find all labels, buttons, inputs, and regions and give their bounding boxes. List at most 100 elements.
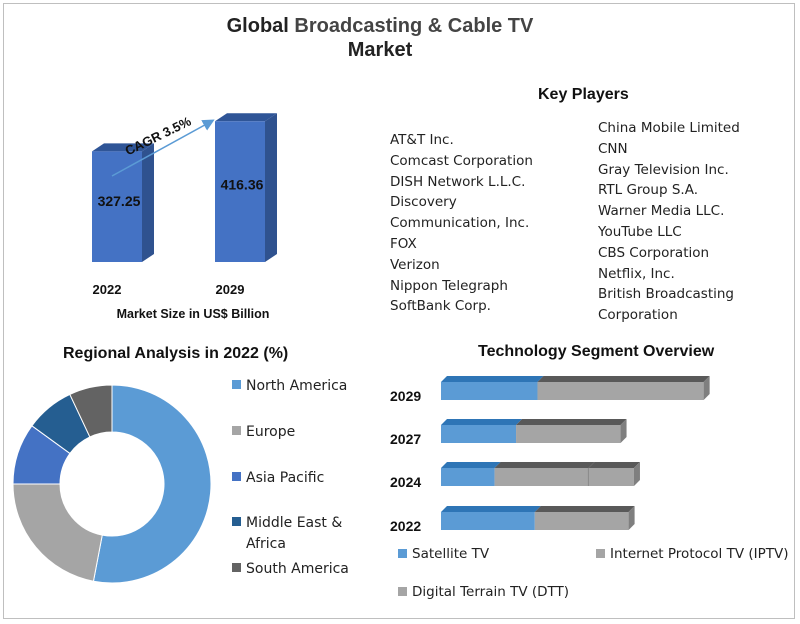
- tech-bar-2029-0: [441, 382, 538, 400]
- bar-2022: [92, 151, 142, 262]
- tech-bar-top-2027-0: [441, 419, 523, 425]
- tech-year-label-2029: 2029: [390, 388, 421, 404]
- legend-label: Internet Protocol TV (IPTV): [610, 546, 789, 562]
- legend-label: Asia Pacific: [246, 470, 325, 486]
- key-players-left-list: AT&T Inc. Comcast Corporation DISH Netwo…: [390, 130, 533, 317]
- player-youtube: YouTube LLC: [598, 223, 682, 240]
- player-comcast: Comcast Corporation: [390, 152, 533, 169]
- player-bbc: British Broadcasting: [598, 286, 735, 303]
- bar-top-2022: [92, 143, 154, 152]
- infographic-frame: [3, 3, 795, 619]
- player-discovery-2: Communication, Inc.: [390, 215, 530, 232]
- legend-label-line-2: Africa: [246, 536, 286, 552]
- legend-label: North America: [246, 378, 348, 394]
- legend-iptv: Internet Protocol TV (IPTV): [596, 546, 789, 562]
- tech-bar-2027-1: [516, 425, 621, 443]
- legend-swatch: [596, 549, 605, 558]
- player-bbc-2: Corporation: [598, 307, 678, 324]
- regional-donut: [12, 384, 212, 584]
- tech-bar-end-2022: [628, 506, 635, 530]
- donut-slice-south-america: [69, 384, 113, 438]
- legend-swatch: [232, 517, 241, 526]
- regional-heading: Regional Analysis in 2022 (%): [63, 345, 289, 362]
- legend-dtt: Digital Terrain TV (DTT): [398, 584, 569, 600]
- technology-heading: Technology Segment Overview: [478, 343, 715, 360]
- tech-bar-2022-0: [441, 512, 535, 530]
- player-verizon: Verizon: [390, 256, 440, 273]
- legend-swatch: [232, 472, 241, 481]
- tech-bar-2024-1: [494, 468, 589, 486]
- legend-middle-east-africa: Middle East & Africa: [232, 513, 342, 555]
- tech-year-label-2024: 2024: [390, 474, 421, 490]
- key-players-heading: Key Players: [538, 86, 629, 103]
- legend-satellite: Satellite TV: [398, 546, 489, 562]
- legend-asia-pacific: Asia Pacific: [232, 468, 324, 489]
- title-word-global: Global: [226, 15, 289, 37]
- cagr-arrow: [111, 119, 215, 177]
- x-axis-label: Market Size in US$ Billion: [117, 307, 270, 321]
- legend-label: Middle East &: [246, 515, 343, 531]
- market-bars-group: 327.25 416.36: [92, 113, 277, 262]
- bar-value-label-2022: 327.25: [98, 193, 141, 209]
- tech-bar-top-2022-1: [534, 506, 635, 512]
- legend-swatch: [232, 380, 241, 389]
- player-cnn: CNN: [598, 140, 628, 157]
- player-china-mobile: China Mobile Limited: [598, 120, 740, 136]
- tech-bar-2022-1: [534, 512, 629, 530]
- tech-bar-top-2029-1: [537, 376, 710, 382]
- tech-bar-2027-0: [441, 425, 517, 443]
- tech-bar-2024-0: [441, 468, 495, 486]
- legend-swatch: [232, 426, 241, 435]
- player-att: AT&T Inc.: [390, 132, 454, 148]
- tech-bar-end-2027: [620, 419, 627, 443]
- title-line-2: Market: [347, 39, 413, 61]
- technology-bars-group: 2029 2027 2024 2022: [390, 376, 710, 534]
- legend-label: Digital Terrain TV (DTT): [412, 584, 570, 600]
- tech-bar-end-2024: [633, 462, 640, 486]
- player-nippon: Nippon Telegraph: [390, 277, 508, 294]
- legend-swatch: [398, 587, 407, 596]
- cagr-label: CAGR 3.5%: [123, 113, 194, 158]
- legend-swatch: [232, 563, 241, 572]
- player-softbank: SoftBank Corp.: [390, 298, 491, 315]
- bar-value-label-2029: 416.36: [221, 177, 264, 193]
- player-rtl: RTL Group S.A.: [598, 182, 698, 199]
- player-netflix: Netflix, Inc.: [598, 265, 675, 282]
- player-cbs: CBS Corporation: [598, 244, 710, 261]
- legend-europe: Europe: [232, 422, 295, 443]
- tech-bar-top-2022-0: [441, 506, 541, 512]
- tech-bar-end-2029: [703, 376, 710, 400]
- bar-top-2029: [215, 113, 277, 122]
- key-players-right-list: China Mobile Limited CNN Gray Television…: [598, 118, 740, 326]
- title-topic: Broadcasting & Cable TV: [294, 15, 534, 37]
- legend-south-america: South America: [232, 559, 349, 580]
- tech-bar-top-2024-1: [494, 462, 595, 468]
- donut-slice-north-america: [92, 384, 212, 584]
- legend-north-america: North America: [232, 376, 347, 397]
- tech-year-label-2027: 2027: [390, 431, 421, 447]
- tech-year-label-2022: 2022: [390, 518, 421, 534]
- legend-label: South America: [246, 561, 349, 577]
- legend-swatch: [398, 549, 407, 558]
- tech-bar-top-2027-1: [516, 419, 627, 425]
- player-gray: Gray Television Inc.: [598, 161, 729, 178]
- bar-side-2029: [265, 113, 277, 262]
- player-warner: Warner Media LLC.: [598, 203, 725, 220]
- bar-side-2022: [142, 143, 154, 262]
- tech-bar-top-2024-0: [441, 462, 501, 468]
- bar-2029: [215, 121, 265, 262]
- x-tick-2022: 2022: [93, 282, 122, 297]
- tech-bar-2029-1: [537, 382, 704, 400]
- tech-bar-top-2029-0: [441, 376, 544, 382]
- player-discovery: Discovery: [390, 194, 457, 211]
- legend-label: Europe: [246, 424, 296, 440]
- tech-bar-top-2024-2: [588, 462, 640, 468]
- player-dish: DISH Network L.L.C.: [390, 173, 526, 190]
- x-tick-2029: 2029: [216, 282, 245, 297]
- tech-bar-2024-2: [588, 468, 634, 486]
- legend-label: Satellite TV: [412, 546, 490, 562]
- page-title: Global Broadcasting & Cable TV Market: [180, 14, 580, 62]
- player-fox: FOX: [390, 235, 417, 252]
- donut-slice-europe: [12, 483, 103, 582]
